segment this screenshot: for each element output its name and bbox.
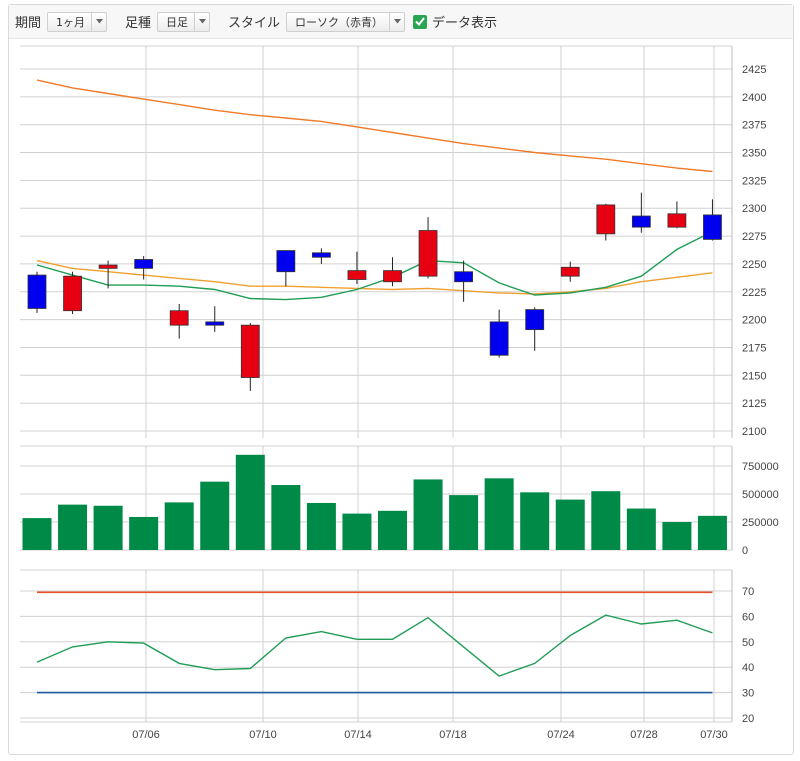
price-tick-label: 2175	[742, 342, 766, 354]
candle-body	[311, 252, 331, 258]
candle-body	[240, 324, 260, 378]
price-tick-label: 2225	[742, 287, 766, 299]
style-select[interactable]: ローソク（赤青）	[286, 11, 406, 32]
candle-body	[134, 259, 154, 269]
rsi-tick-label: 60	[742, 611, 754, 623]
rsi-tick-label: 30	[742, 688, 754, 700]
volume-bar	[413, 479, 443, 550]
volume-tick-label: 250000	[742, 517, 779, 529]
x-tick-label: 07/14	[344, 729, 372, 741]
volume-bar	[626, 508, 656, 550]
volume-tick-label: 750000	[742, 461, 779, 473]
volume-bar	[58, 504, 88, 550]
price-tick-label: 2350	[742, 148, 766, 160]
price-tick-label: 2150	[742, 370, 766, 382]
rsi-tick-label: 70	[742, 586, 754, 598]
candle-body	[631, 215, 651, 228]
volume-bar	[378, 510, 407, 550]
volume-bar	[271, 485, 301, 550]
price-tick-label: 2100	[742, 426, 766, 438]
candle-body	[27, 274, 47, 309]
chevron-down-icon	[389, 12, 404, 31]
volume-bar	[235, 454, 265, 550]
volume-bar	[591, 491, 621, 550]
volume-bar	[200, 481, 230, 550]
bar-type-label: 足種	[125, 16, 152, 31]
candle-body	[98, 264, 118, 269]
candle-body	[454, 271, 474, 283]
rsi-tick-label: 50	[742, 637, 754, 649]
volume-bar	[164, 502, 194, 550]
chevron-down-icon	[194, 12, 209, 31]
chart-toolbar: 期間 1ヶ月 足種 日足 スタイル ローソク（赤青） データ表示	[9, 5, 793, 39]
bar-type-select-value: 日足	[166, 15, 189, 29]
price-tick-label: 2125	[742, 398, 766, 410]
chevron-down-icon	[91, 12, 106, 31]
x-tick-label: 07/24	[547, 729, 575, 741]
chart-widget: 期間 1ヶ月 足種 日足 スタイル ローソク（赤青） データ表示	[8, 4, 794, 755]
rsi-tick-label: 20	[742, 713, 754, 725]
volume-bar	[129, 516, 159, 550]
price-tick-label: 2200	[742, 315, 766, 327]
candle-body	[489, 321, 509, 356]
volume-bar	[520, 492, 550, 550]
price-tick-label: 2250	[742, 259, 766, 271]
candle-body	[347, 270, 367, 280]
x-tick-label: 07/10	[249, 729, 277, 741]
price-tick-label: 2275	[742, 231, 766, 243]
volume-bar	[449, 495, 479, 550]
candle-body	[276, 250, 296, 273]
check-icon	[415, 17, 425, 26]
x-tick-label: 07/18	[439, 729, 467, 741]
volume-bar	[484, 478, 514, 550]
period-label: 期間	[15, 16, 42, 31]
rsi-line	[36, 614, 713, 677]
ma-mid-line	[36, 259, 713, 295]
data-display-checkbox[interactable]	[413, 14, 428, 29]
bar-type-select[interactable]: 日足	[157, 11, 211, 32]
volume-bar	[697, 515, 727, 550]
volume-bar	[93, 505, 123, 550]
candle-body	[703, 214, 722, 240]
price-tick-label: 2375	[742, 120, 766, 132]
price-tick-label: 2425	[742, 64, 766, 76]
price-tick-label: 2325	[742, 175, 766, 187]
volume-bar	[306, 502, 336, 550]
price-tick-label: 2400	[742, 92, 766, 104]
volume-tick-label: 0	[742, 545, 748, 557]
candle-body	[596, 204, 616, 235]
price-tick-label: 2300	[742, 203, 766, 215]
volume-bar	[662, 522, 692, 550]
x-tick-label: 07/28	[630, 729, 658, 741]
ma-short-line	[36, 230, 713, 301]
candle-body	[667, 213, 687, 228]
volume-bar	[555, 499, 585, 550]
candle-body	[169, 310, 189, 326]
candle-body	[525, 309, 545, 331]
style-label: スタイル	[228, 16, 281, 31]
x-tick-label: 07/30	[700, 729, 728, 741]
data-display-label: データ表示	[432, 16, 498, 31]
style-select-value: ローソク（赤青）	[295, 15, 384, 29]
period-select[interactable]: 1ヶ月	[47, 11, 108, 32]
ma-long-line	[36, 79, 713, 173]
volume-bar	[22, 518, 52, 550]
candle-body	[205, 321, 225, 326]
candle-body	[560, 266, 580, 277]
volume-bar	[342, 513, 372, 550]
rsi-tick-label: 40	[742, 662, 754, 674]
candle-body	[383, 270, 402, 283]
volume-tick-label: 500000	[742, 489, 779, 501]
x-tick-label: 07/06	[132, 729, 160, 741]
candle-body	[418, 230, 438, 277]
period-select-value: 1ヶ月	[56, 15, 86, 29]
candle-body	[63, 275, 82, 312]
